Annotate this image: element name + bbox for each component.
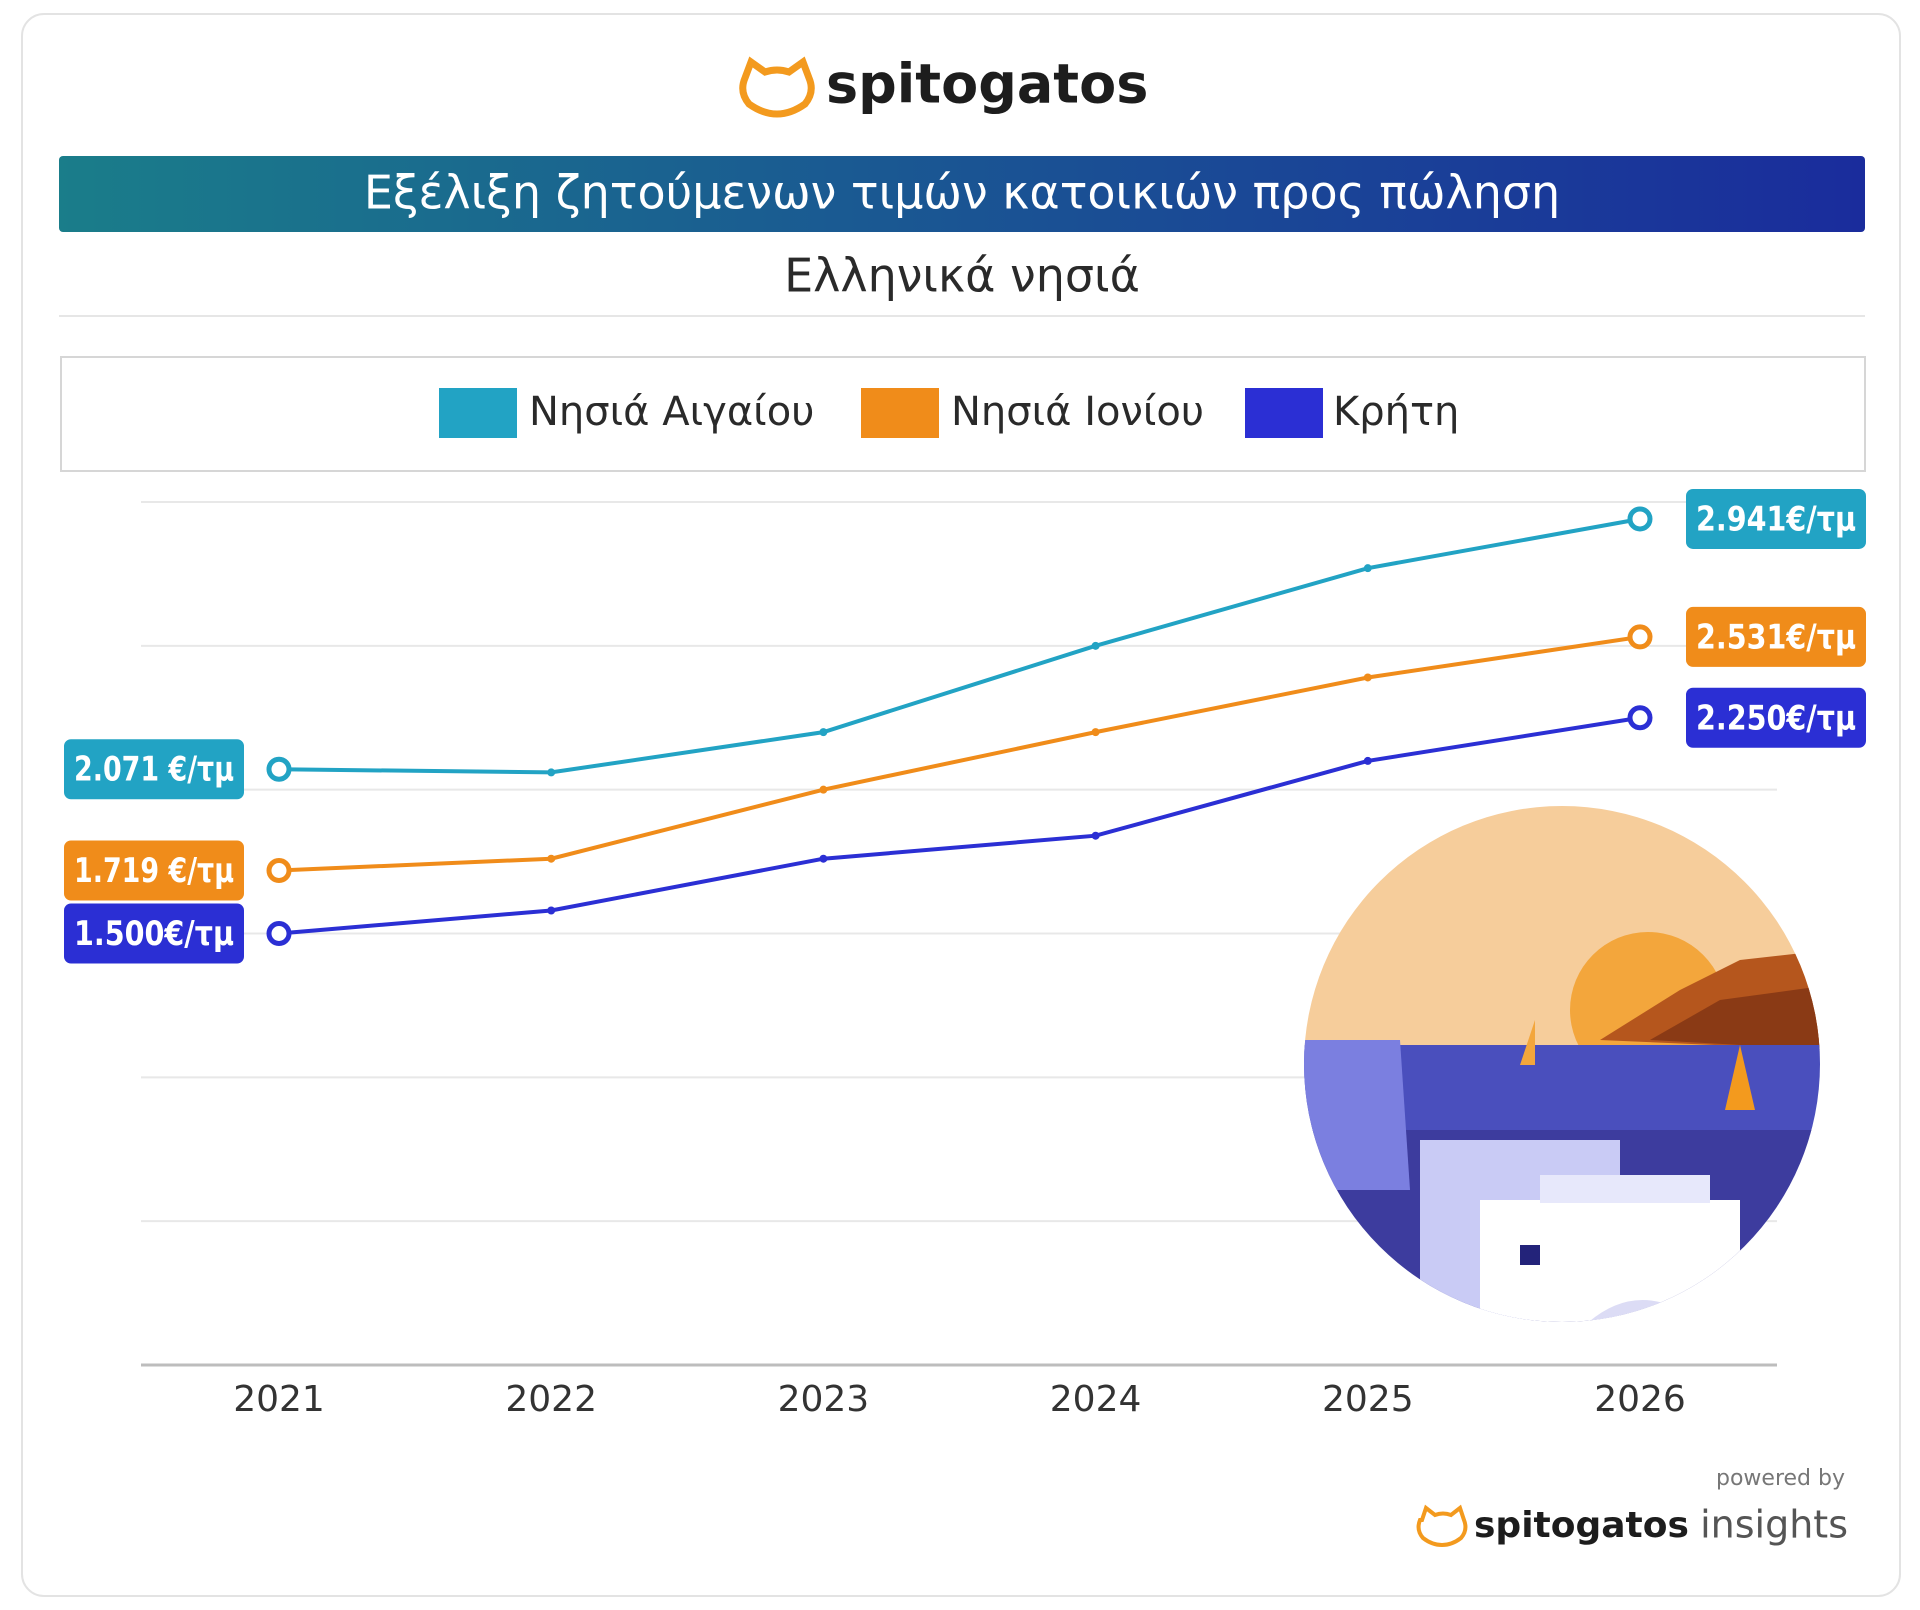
title-bar — [59, 156, 1865, 232]
value-label: 1.500€/τμ — [74, 914, 234, 954]
data-point — [1363, 673, 1372, 682]
footer-brand: spitogatos — [1474, 1505, 1689, 1546]
x-tick-label: 2025 — [1322, 1379, 1414, 1420]
footer-logo-icon — [1416, 1504, 1468, 1548]
data-point — [819, 785, 828, 794]
value-label-box — [1686, 606, 1866, 667]
data-point — [1091, 728, 1100, 737]
chart-title: Εξέλιξη ζητούμενων τιμών κατοικιών προς … — [364, 166, 1560, 220]
x-tick-label: 2021 — [233, 1379, 325, 1420]
data-point — [266, 921, 292, 946]
data-point — [266, 756, 292, 782]
legend-label: Κρήτη — [1333, 389, 1459, 435]
series-line — [278, 634, 1641, 873]
data-point — [819, 854, 828, 863]
data-point — [1627, 705, 1653, 731]
x-tick-label: 2022 — [505, 1379, 597, 1420]
legend-swatch — [1245, 388, 1323, 438]
chart-subtitle: Ελληνικά νησιά — [784, 249, 1140, 303]
value-label: 1.719 €/τμ — [74, 851, 234, 891]
series-line — [278, 517, 1641, 775]
data-point — [819, 728, 828, 737]
value-label-box — [64, 840, 244, 901]
value-label-box — [1686, 687, 1866, 748]
logo-text: spitogatos — [826, 53, 1148, 116]
series-line — [278, 715, 1641, 936]
value-label: 2.531€/τμ — [1696, 617, 1856, 657]
powered-by: powered by — [1716, 1466, 1845, 1491]
data-point — [547, 768, 556, 777]
legend-box — [60, 356, 1866, 472]
value-label: 2.071 €/τμ — [74, 750, 234, 790]
data-point — [1091, 641, 1100, 650]
value-label-box — [64, 903, 244, 964]
data-point — [266, 858, 292, 884]
data-point — [1091, 831, 1100, 840]
data-point — [547, 906, 556, 915]
data-point — [1363, 756, 1372, 765]
value-label: 2.941€/τμ — [1696, 499, 1856, 539]
logo-icon — [739, 56, 815, 118]
x-tick-label: 2024 — [1050, 1379, 1142, 1420]
data-point — [1627, 624, 1653, 650]
x-tick-label: 2026 — [1594, 1379, 1686, 1420]
data-point — [1363, 564, 1372, 573]
data-point — [1627, 506, 1653, 532]
legend-label: Νησιά Ιονίου — [951, 389, 1204, 435]
x-tick-label: 2023 — [778, 1379, 870, 1420]
value-label-box — [64, 739, 244, 800]
footer-suffix: insights — [1700, 1503, 1848, 1547]
value-label: 2.250€/τμ — [1696, 698, 1856, 738]
legend-swatch — [439, 388, 517, 438]
legend-label: Νησιά Αιγαίου — [529, 389, 814, 435]
legend-swatch — [861, 388, 939, 438]
data-point — [547, 854, 556, 863]
value-label-box — [1686, 488, 1866, 549]
